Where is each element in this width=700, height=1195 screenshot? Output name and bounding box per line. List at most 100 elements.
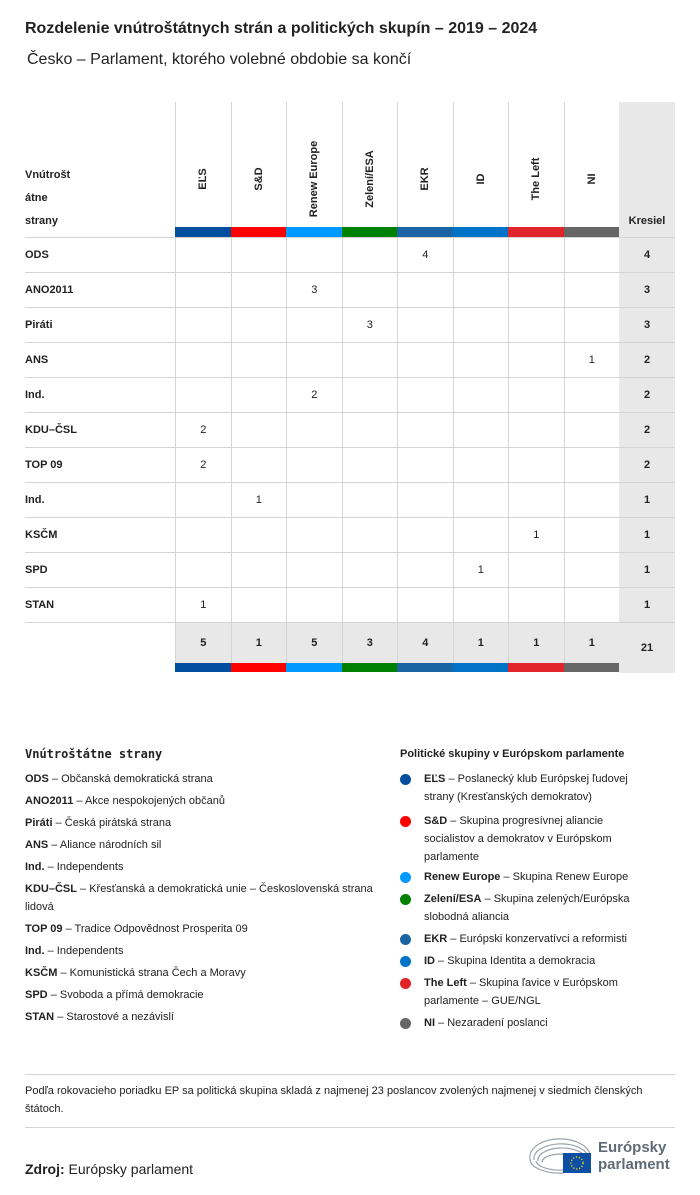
seat-cell [563,413,620,448]
row-header: Vnútrošt átne strany [25,164,70,233]
seat-cell [341,553,398,588]
table-row: SPD 1 1 [25,552,675,588]
group-legend-item: S&D – Skupina progresívnej aliancie soci… [400,812,650,866]
seat-cell: 1 [230,483,287,518]
seat-cell [175,343,231,378]
table-row: Ind. 1 1 [25,482,675,518]
party-abbr: Ind. [25,945,45,957]
seat-cell [286,553,342,588]
party-full-name: Starostové a nezávislí [66,1011,174,1023]
seat-cell [397,448,453,483]
group-color-bar [397,227,453,237]
group-abbr: ID [424,955,435,967]
table-row: STAN 1 1 [25,587,675,623]
table-row: KDU–ČSL 2 2 [25,412,675,448]
groups-legend-heading: Politické skupiny v Európskom parlamente [400,748,625,760]
row-total: 1 [619,553,675,588]
seat-cell [452,518,509,553]
row-total: 1 [619,588,675,623]
seat-cell [286,238,342,273]
row-total: 1 [619,483,675,518]
party-legend-item: Piráti – Česká pirátská strana [25,817,172,829]
seat-cell [397,553,453,588]
party-abbr: Ind. [25,861,45,873]
party-name: KDU–ČSL [25,424,77,436]
source-label: Zdroj: [25,1161,65,1177]
seat-cell [286,483,342,518]
seat-cell [341,448,398,483]
group-legend-item: Renew Europe – Skupina Renew Europe [400,868,650,886]
seat-cell [286,448,342,483]
row-total: 3 [619,308,675,343]
seat-cell [286,308,342,343]
seat-cell [175,553,231,588]
seat-cell: 2 [175,413,231,448]
seat-cell [397,413,453,448]
group-header: EĽS [175,102,231,237]
kresiel-header: Kresiel [619,102,675,237]
seat-cell [230,553,287,588]
group-color-bar [286,662,342,672]
seat-cell: 4 [397,238,453,273]
seat-cell [230,518,287,553]
party-abbr: TOP 09 [25,923,63,935]
seat-cell: 2 [286,378,342,413]
group-color-bar [230,227,286,237]
seat-cell [230,308,287,343]
table-row: KSČM 1 1 [25,517,675,553]
party-legend-item: ANS – Aliance národních sil [25,839,162,851]
group-label: ID [474,173,487,185]
seat-cell [230,343,287,378]
seat-cell [452,378,509,413]
party-abbr: ANS [25,839,49,851]
group-full-name: Skupina Renew Europe [512,871,629,883]
seat-cell [230,273,287,308]
party-abbr: ODS [25,773,49,785]
party-full-name: Akce nespokojených občanů [84,795,225,807]
party-legend-item: TOP 09 – Tradice Odpovědnost Prosperita … [25,923,248,935]
seat-cell [341,588,398,623]
group-full-name: Skupina zelených/Európska slobodná alian… [424,893,630,923]
group-color-bar [452,227,508,237]
group-total: 1 [508,623,564,663]
seat-cell [563,378,620,413]
group-legend-item: EĽS – Poslanecký klub Európskej ľudovej … [400,770,650,806]
seat-cell [341,483,398,518]
row-header-line: Vnútrošt [25,169,71,181]
ep-logo: Európsky parlament [528,1137,678,1177]
party-full-name: Svoboda a přímá demokracie [59,989,204,1001]
party-legend-item: Ind. – Independents [25,945,124,957]
group-legend-item: The Left – Skupina ľavice v Európskom pa… [400,974,650,1010]
seat-cell [508,483,564,518]
seat-cell [341,518,398,553]
group-color-bar [452,662,508,672]
group-abbr: Renew Europe [424,871,501,883]
party-full-name: Komunistická strana Čech a Moravy [69,967,246,979]
seat-cell [563,238,620,273]
group-label: The Left [530,157,543,201]
group-legend-item: EKR – Európski konzervatívci a reformist… [400,930,650,948]
group-total: 4 [397,623,453,663]
party-name: ANO2011 [25,284,74,296]
group-abbr: EĽS [424,773,446,785]
seat-cell [175,238,231,273]
group-label: EĽS [197,168,210,190]
seat-cell [397,483,453,518]
table-row: ANS 1 2 [25,342,675,378]
chart-subtitle: Česko – Parlament, ktorého volebné obdob… [27,51,412,68]
logo-text: Európsky parlament [598,1139,670,1173]
party-name: Ind. [25,389,45,401]
seat-cell [563,273,620,308]
seat-cell: 1 [508,518,564,553]
seat-cell [175,518,231,553]
group-full-name: Skupina ľavice v Európskom parlamente – … [424,977,618,1007]
party-legend-item: STAN – Starostové a nezávislí [25,1011,174,1023]
group-color-bar [230,662,286,672]
seat-cell [452,413,509,448]
group-header: ID [452,102,509,237]
seat-cell: 1 [563,343,620,378]
seat-cell [341,273,398,308]
seat-cell [230,448,287,483]
group-label: NI [585,173,598,185]
party-name: Piráti [25,319,53,331]
